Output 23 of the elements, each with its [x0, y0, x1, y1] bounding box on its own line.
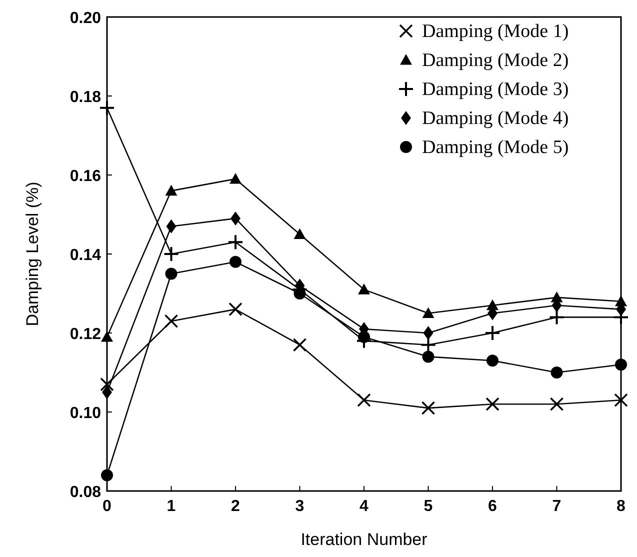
y-tick-label: 0.18: [70, 89, 102, 106]
y-tick-label: 0.16: [70, 168, 102, 185]
x-tick-label: 6: [488, 498, 498, 515]
y-axis-title: Damping Level (%): [23, 182, 42, 326]
x-tick-label: 1: [166, 498, 176, 515]
x-tick-label: 8: [616, 498, 626, 515]
x-tick-label: 2: [231, 498, 240, 515]
y-tick-label: 0.08: [70, 484, 102, 501]
y-tick-label: 0.14: [70, 247, 102, 264]
y-tick-label: 0.10: [70, 405, 102, 422]
x-tick-label: 5: [424, 498, 433, 515]
y-tick-label: 0.12: [70, 326, 102, 343]
legend-label: Damping (Mode 3): [422, 79, 569, 100]
legend-label: Damping (Mode 4): [422, 108, 569, 129]
legend-label: Damping (Mode 1): [422, 21, 569, 42]
legend-label: Damping (Mode 5): [422, 137, 569, 158]
x-tick-label: 0: [102, 498, 112, 515]
legend-label: Damping (Mode 2): [422, 50, 569, 71]
x-tick-label: 7: [552, 498, 562, 515]
x-tick-label: 4: [360, 498, 369, 515]
y-tick-label: 0.20: [70, 10, 102, 27]
x-tick-label: 3: [295, 498, 304, 515]
x-axis-title: Iteration Number: [300, 530, 428, 549]
